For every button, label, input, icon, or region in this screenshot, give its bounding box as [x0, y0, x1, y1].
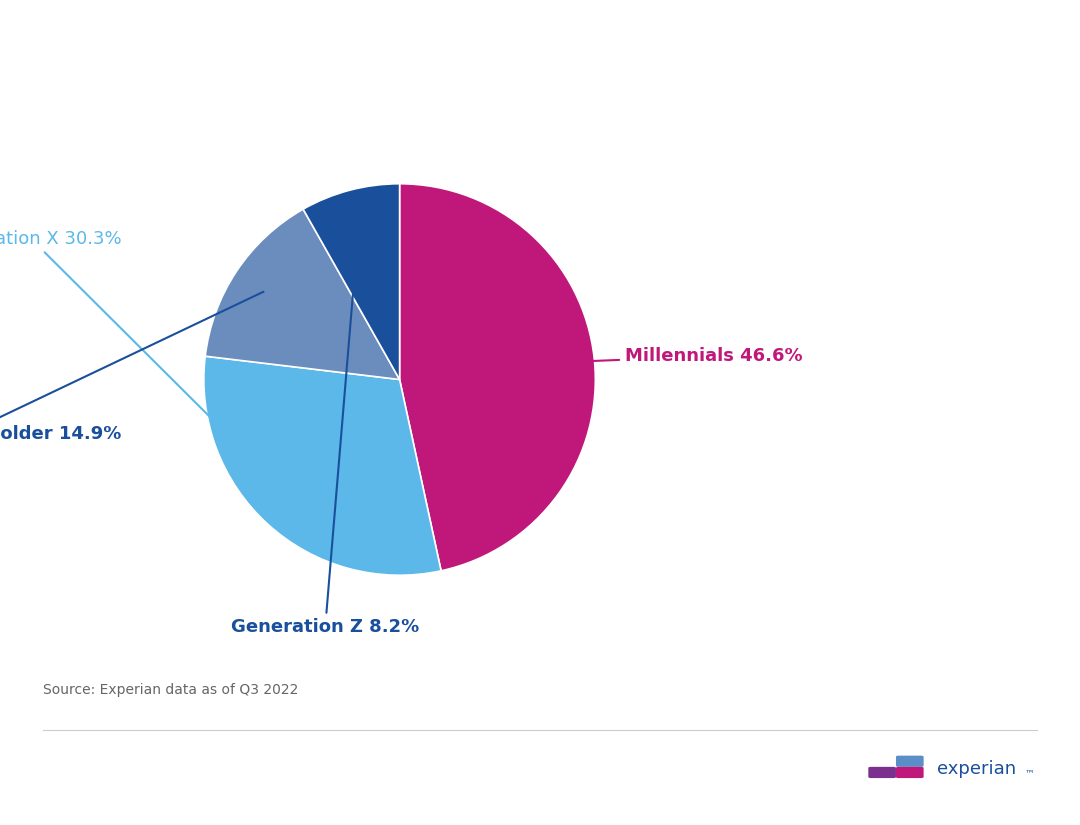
Wedge shape: [303, 184, 400, 380]
Text: Source: Experian data as of Q3 2022: Source: Experian data as of Q3 2022: [43, 683, 298, 697]
Wedge shape: [205, 210, 400, 380]
FancyBboxPatch shape: [896, 767, 923, 778]
Text: experian: experian: [936, 761, 1015, 778]
Text: Generation Z 8.2%: Generation Z 8.2%: [231, 227, 419, 636]
Text: ™: ™: [1025, 769, 1035, 779]
Text: Millennials 46.6%: Millennials 46.6%: [562, 347, 802, 365]
FancyBboxPatch shape: [896, 756, 923, 767]
FancyBboxPatch shape: [868, 767, 896, 778]
Wedge shape: [204, 356, 441, 575]
Text: Generation X 30.3%: Generation X 30.3%: [0, 229, 289, 497]
Wedge shape: [400, 184, 595, 571]
Text: Baby boomers and older 14.9%: Baby boomers and older 14.9%: [0, 292, 264, 443]
